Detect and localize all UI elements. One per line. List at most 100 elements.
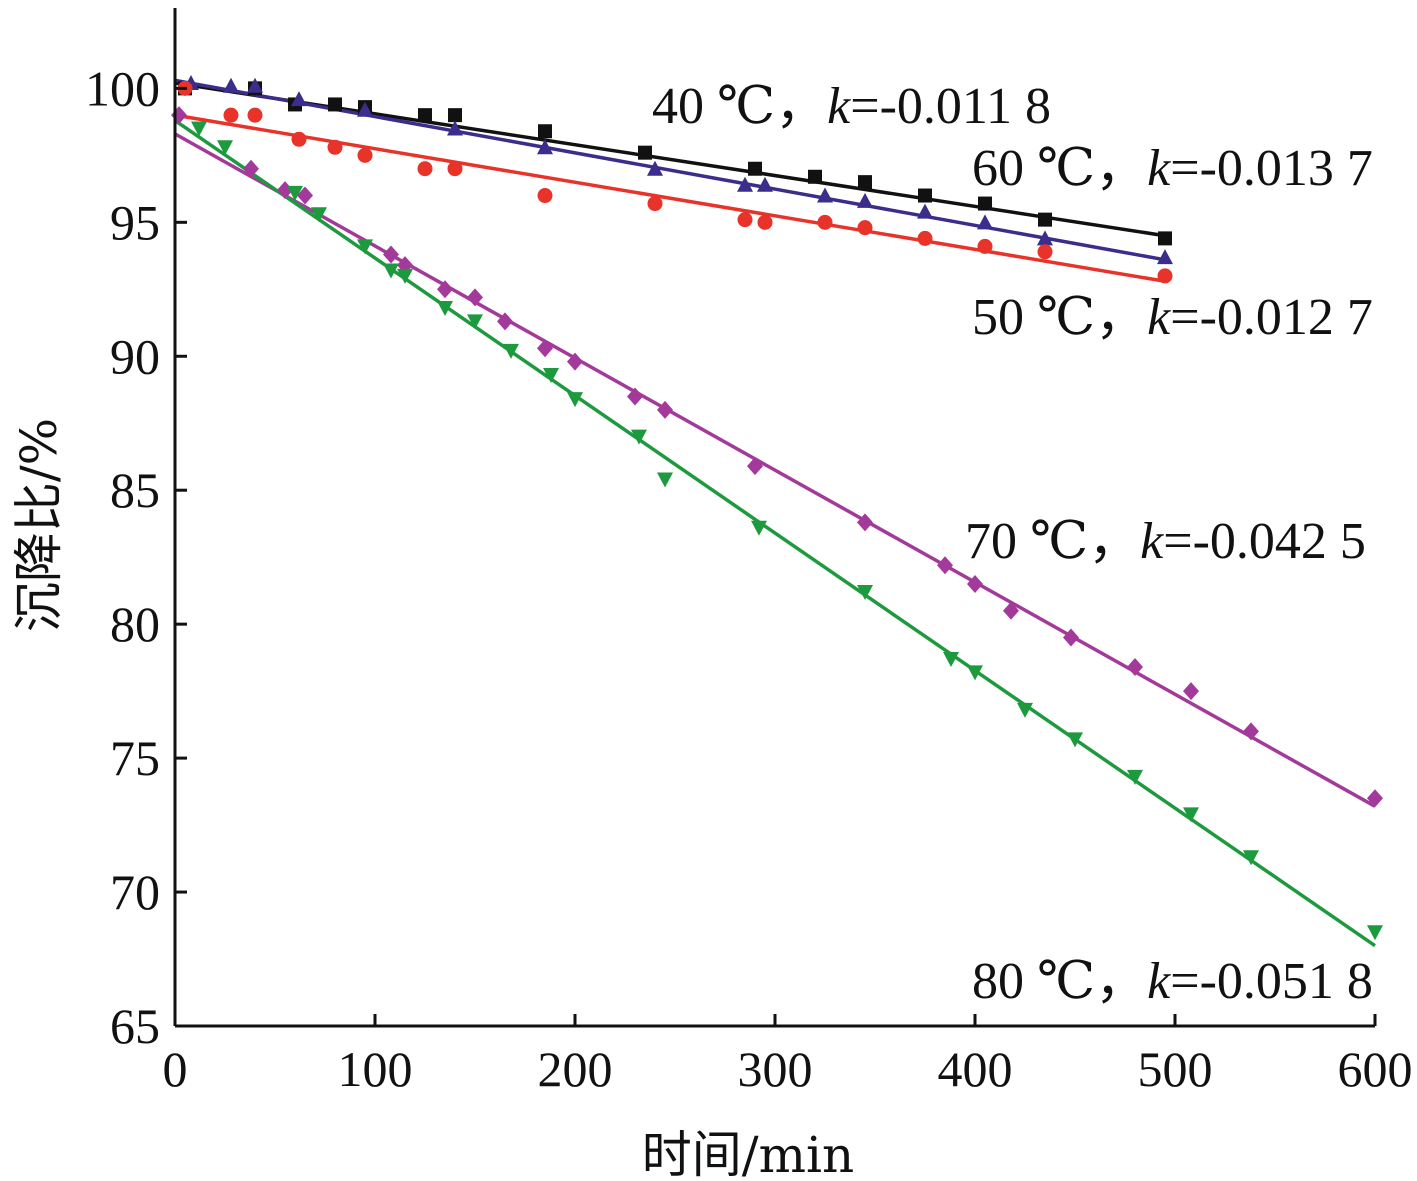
data-point <box>447 161 463 177</box>
x-tick-label: 0 <box>163 1041 188 1097</box>
data-point <box>1367 789 1383 808</box>
data-point <box>503 343 519 359</box>
data-point <box>247 107 263 123</box>
y-axis-title: 沉降比/% <box>10 418 68 632</box>
data-point <box>537 139 553 155</box>
data-point <box>448 108 462 123</box>
y-tick-label: 75 <box>110 730 160 786</box>
data-point <box>918 188 932 203</box>
data-point <box>543 368 559 384</box>
series-label-80-temp: 80 ℃， <box>972 953 1147 1010</box>
series-label-50-value: =-0.012 7 <box>1170 289 1373 346</box>
data-point <box>1243 850 1259 866</box>
data-point <box>1038 212 1052 227</box>
data-point <box>857 220 873 236</box>
y-tick-label: 90 <box>110 328 160 384</box>
data-point <box>1037 230 1053 246</box>
data-point <box>1158 231 1172 246</box>
y-tick-label: 85 <box>110 462 160 518</box>
series-label-60-value: =-0.013 7 <box>1170 140 1373 197</box>
data-point <box>537 188 553 204</box>
data-point <box>937 556 953 575</box>
data-point <box>978 196 992 211</box>
series-label-80: 80 ℃，k=-0.051 8 <box>972 953 1373 1010</box>
series-label-50-k: k <box>1147 289 1171 346</box>
data-point <box>328 97 342 112</box>
series-label-40-value: =-0.011 8 <box>850 78 1051 135</box>
data-point <box>967 665 983 681</box>
data-point <box>437 280 453 299</box>
data-point <box>357 101 373 117</box>
series-label-50-temp: 50 ℃， <box>972 289 1147 346</box>
data-point <box>418 108 432 123</box>
data-point <box>437 301 453 317</box>
series-label-70-value: =-0.042 5 <box>1163 513 1366 570</box>
data-point <box>383 263 399 279</box>
series-label-80-value: =-0.051 8 <box>1170 953 1373 1010</box>
data-point <box>383 245 399 264</box>
data-point <box>1183 807 1199 823</box>
x-ticks: 0 100 200 300 400 500 600 <box>163 1014 1413 1097</box>
data-point <box>538 124 552 139</box>
data-point <box>537 339 553 358</box>
x-tick-label: 500 <box>1138 1041 1213 1097</box>
data-point <box>1157 268 1173 284</box>
series-label-60: 60 ℃，k=-0.013 7 <box>972 140 1373 197</box>
data-point <box>1183 682 1199 701</box>
data-point <box>291 91 307 107</box>
data-point <box>857 513 873 532</box>
data-point <box>977 238 993 254</box>
data-point <box>757 214 773 230</box>
data-point <box>737 212 753 228</box>
data-points <box>171 75 1383 941</box>
y-ticks: 65 70 75 80 85 90 95 100 <box>85 60 187 1054</box>
data-point <box>567 392 583 408</box>
data-point <box>1017 702 1033 718</box>
data-point <box>297 186 313 205</box>
data-point <box>857 192 873 208</box>
data-point <box>217 140 233 156</box>
data-point <box>967 574 983 593</box>
data-point <box>757 176 773 192</box>
data-point <box>327 139 343 155</box>
data-point <box>917 203 933 219</box>
data-point <box>627 387 643 406</box>
y-tick-label: 95 <box>110 194 160 250</box>
data-point <box>223 107 239 123</box>
data-point <box>647 160 663 176</box>
data-point <box>1037 244 1053 260</box>
data-point <box>737 176 753 192</box>
series-label-50: 50 ℃，k=-0.012 7 <box>972 289 1373 346</box>
data-point <box>808 169 822 184</box>
x-tick-label: 600 <box>1338 1041 1413 1097</box>
series-label-40-k: k <box>827 78 851 135</box>
data-point <box>1003 601 1019 620</box>
data-point <box>747 457 763 476</box>
fit-line <box>174 119 1376 948</box>
data-point <box>977 214 993 230</box>
data-point <box>1243 722 1259 741</box>
data-point <box>657 472 673 488</box>
data-point <box>247 77 263 93</box>
data-point <box>1367 925 1383 941</box>
series-label-70-temp: 70 ℃， <box>965 513 1140 570</box>
data-point <box>497 312 513 331</box>
data-point <box>917 230 933 246</box>
data-point <box>1127 658 1143 677</box>
series-label-70: 70 ℃，k=-0.042 5 <box>965 513 1366 570</box>
series-label-40: 40 ℃，k=-0.011 8 <box>652 78 1051 135</box>
data-point <box>277 181 293 200</box>
data-point <box>467 288 483 307</box>
x-tick-label: 200 <box>538 1041 613 1097</box>
x-axis-title: 时间/min <box>642 1126 854 1181</box>
data-point <box>223 77 239 93</box>
data-point <box>447 120 463 136</box>
data-point <box>817 187 833 203</box>
data-point <box>357 239 373 255</box>
data-point <box>243 159 259 178</box>
data-point <box>817 214 833 230</box>
data-point <box>417 161 433 177</box>
x-tick-label: 100 <box>338 1041 413 1097</box>
data-point <box>857 585 873 601</box>
y-tick-label: 70 <box>110 864 160 920</box>
